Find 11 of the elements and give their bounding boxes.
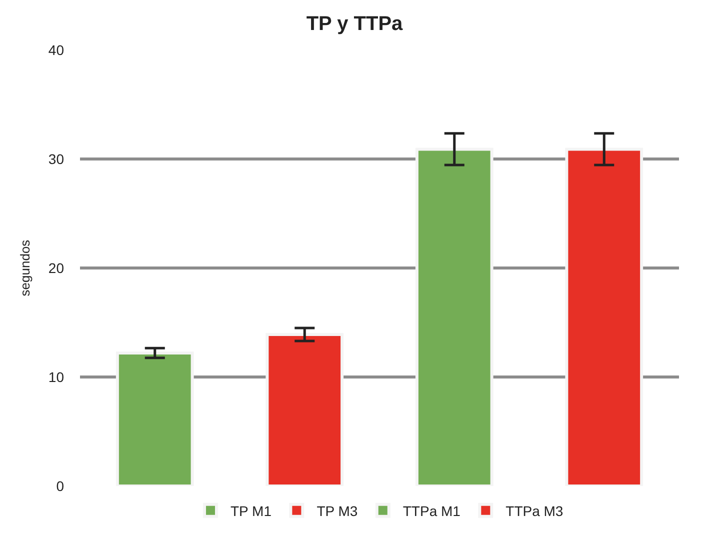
y-tick-label: 20 — [48, 260, 64, 276]
legend-label: TP M1 — [230, 502, 272, 519]
chart-title: TP y TTPa — [306, 13, 404, 36]
y-tick-label: 30 — [48, 150, 64, 167]
legend-label: TP M3 — [316, 502, 358, 519]
legend-label: TTPa M3 — [506, 502, 564, 519]
y-tick-label: 40 — [48, 42, 64, 58]
y-axis-title: segundos — [17, 239, 32, 296]
y-tick-label: 10 — [48, 368, 64, 385]
y-tick-label: 0 — [56, 478, 64, 494]
legend-label: TTPa M1 — [402, 502, 461, 519]
